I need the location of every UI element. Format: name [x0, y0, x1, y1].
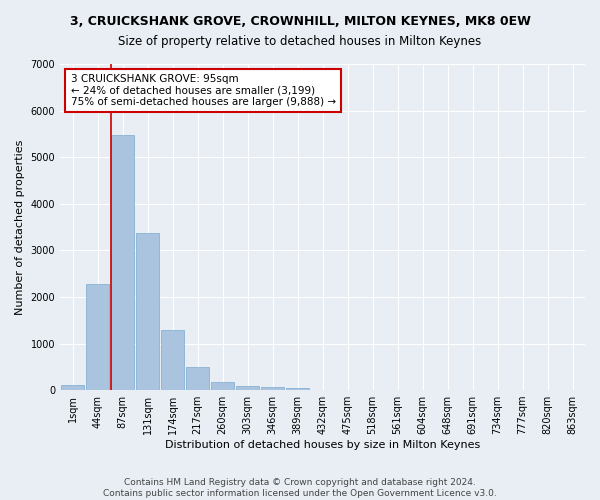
Text: Contains HM Land Registry data © Crown copyright and database right 2024.
Contai: Contains HM Land Registry data © Crown c…: [103, 478, 497, 498]
Bar: [186, 368, 209, 390]
Bar: [161, 330, 184, 390]
Text: 3 CRUICKSHANK GROVE: 95sqm
← 24% of detached houses are smaller (3,199)
75% of s: 3 CRUICKSHANK GROVE: 95sqm ← 24% of deta…: [71, 74, 335, 107]
Bar: [136, 232, 159, 390]
Bar: [111, 135, 134, 390]
Bar: [236, 386, 259, 390]
Text: 3, CRUICKSHANK GROVE, CROWNHILL, MILTON KEYNES, MK8 0EW: 3, CRUICKSHANK GROVE, CROWNHILL, MILTON …: [70, 15, 530, 28]
Text: Size of property relative to detached houses in Milton Keynes: Size of property relative to detached ho…: [118, 35, 482, 48]
Bar: [261, 387, 284, 390]
Bar: [86, 284, 109, 390]
Bar: [286, 388, 309, 390]
Y-axis label: Number of detached properties: Number of detached properties: [15, 140, 25, 314]
Bar: [211, 382, 234, 390]
Bar: [61, 386, 84, 390]
X-axis label: Distribution of detached houses by size in Milton Keynes: Distribution of detached houses by size …: [165, 440, 480, 450]
